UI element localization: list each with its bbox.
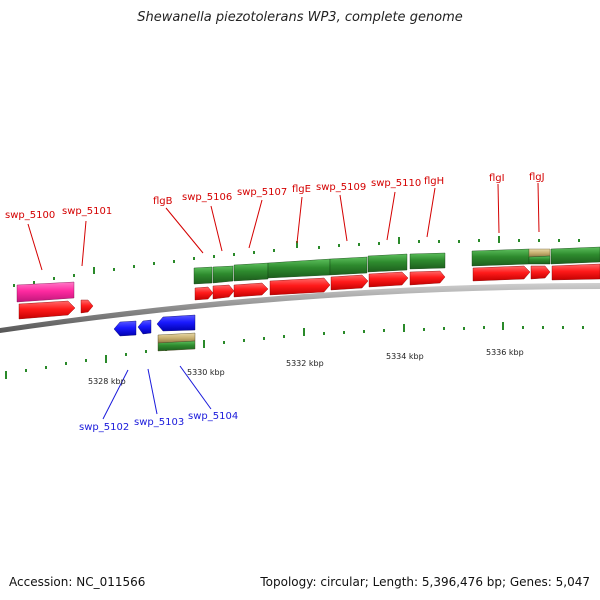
forward-leader-lines xyxy=(27,182,540,271)
gene-swp-5110 xyxy=(367,253,408,273)
reverse-gene-track xyxy=(157,332,196,352)
gene-label-swp-5101: swp_5101 xyxy=(62,206,112,217)
gene-label-flgI: flgI xyxy=(489,173,505,184)
cds-flgH xyxy=(409,270,446,286)
gene-label-swp-5104: swp_5104 xyxy=(188,411,238,422)
gene-label-flgE: flgE xyxy=(292,184,311,195)
gene-label-flgB: flgB xyxy=(153,196,173,207)
genome-backbone xyxy=(0,283,600,333)
reverse-cds-track xyxy=(113,314,196,337)
cds-swp-5106 xyxy=(212,284,235,300)
cds-swp-5109 xyxy=(330,274,369,291)
cds-flgB xyxy=(194,286,214,301)
axis-tick-label: 5330 kbp xyxy=(187,368,225,377)
cds-swp-5107 xyxy=(233,282,269,298)
cds-swp-5101 xyxy=(80,299,94,314)
cds-flgJ xyxy=(530,265,551,280)
outer-tick-ring xyxy=(13,236,580,287)
gene-label-swp-5106: swp_5106 xyxy=(182,192,232,203)
inner-tick-ring xyxy=(5,322,584,379)
gene-label-swp-5110: swp_5110 xyxy=(371,178,421,189)
gene-label-flgH: flgH xyxy=(424,176,444,187)
gene-label-swp-5100: swp_5100 xyxy=(5,210,55,221)
gene-label-swp-5107: swp_5107 xyxy=(237,187,287,198)
gene-swp-5107 xyxy=(233,262,269,282)
cds-swp-5104 xyxy=(156,314,196,332)
gene-label-swp-5102: swp_5102 xyxy=(79,422,129,433)
axis-tick-label: 5328 kbp xyxy=(88,377,126,386)
gene-flgE xyxy=(267,258,331,279)
gene-label-swp-5109: swp_5109 xyxy=(316,182,366,193)
rna-gene-swp-5100 xyxy=(16,281,75,303)
gene-swp-5109 xyxy=(329,256,368,276)
gene-flgB xyxy=(193,266,213,285)
cds-swp-5103 xyxy=(137,319,152,335)
axis-tick-label: 5334 kbp xyxy=(386,352,424,361)
cds-flgE xyxy=(269,277,331,296)
gene-flgJ xyxy=(528,255,551,265)
map-title: Shewanella piezotolerans WP3, complete g… xyxy=(137,10,463,25)
axis-tick-label: 5336 kbp xyxy=(486,348,524,357)
cds-next xyxy=(551,263,600,281)
axis-tick-label: 5332 kbp xyxy=(286,359,324,368)
gene-flgJ-pseudo xyxy=(528,248,551,258)
gene-next xyxy=(550,246,600,265)
gene-flgH xyxy=(409,252,446,270)
accession-text: Accession: NC_011566 xyxy=(9,575,146,589)
forward-cds-track xyxy=(18,263,600,320)
cds-swp-5110 xyxy=(368,271,409,288)
cds-swp-5100 xyxy=(18,300,76,320)
gene-flgI xyxy=(471,248,530,267)
gene-label-swp-5103: swp_5103 xyxy=(134,417,184,428)
gene-swp-5106 xyxy=(212,265,234,284)
reverse-leader-lines xyxy=(102,365,212,420)
gene-label-flgJ: flgJ xyxy=(529,172,545,183)
cds-flgI xyxy=(472,265,531,282)
gene-swp-5104 xyxy=(157,340,196,352)
genome-summary-text: Topology: circular; Length: 5,396,476 bp… xyxy=(260,575,590,589)
forward-gene-track xyxy=(16,246,600,303)
cds-swp-5102 xyxy=(113,320,137,337)
